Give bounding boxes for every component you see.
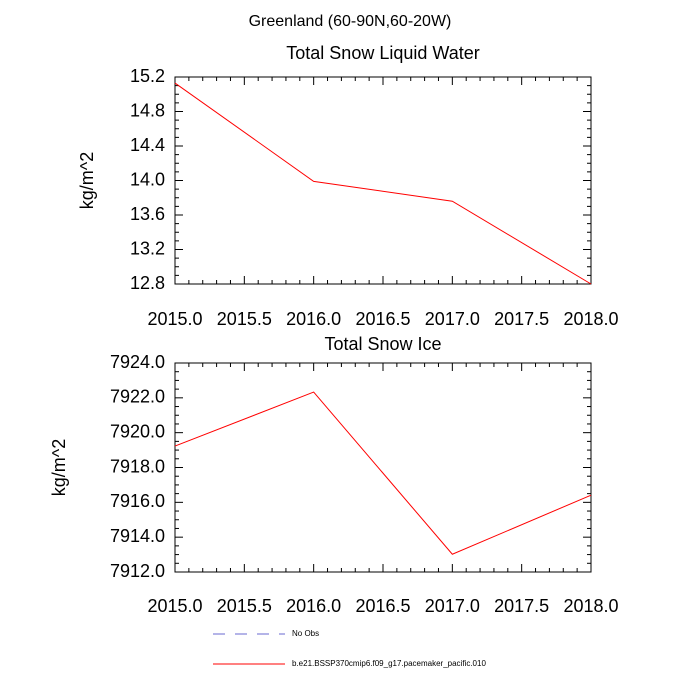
figure-title: Greenland (60-90N,60-20W) bbox=[249, 13, 452, 30]
plot-frame bbox=[174, 362, 592, 573]
y-tick-label: 14.4 bbox=[130, 135, 165, 155]
x-tick-label: 2017.0 bbox=[425, 309, 480, 329]
x-tick-label: 2018.0 bbox=[563, 309, 618, 329]
y-tick-label: 7912.0 bbox=[110, 561, 165, 581]
x-tick-label: 2017.5 bbox=[494, 596, 549, 616]
legend-label: No Obs bbox=[292, 629, 319, 638]
x-tick-label: 2018.0 bbox=[563, 596, 618, 616]
legend-label: b.e21.BSSP370cmip6.f09_g17.pacemaker_pac… bbox=[292, 659, 486, 668]
y-axis-label: kg/m^2 bbox=[49, 439, 69, 496]
y-tick-label: 7918.0 bbox=[110, 456, 165, 476]
x-tick-label: 2017.5 bbox=[494, 309, 549, 329]
y-tick-label: 7916.0 bbox=[110, 491, 165, 511]
y-tick-label: 7920.0 bbox=[110, 421, 165, 441]
y-axis-label: kg/m^2 bbox=[77, 152, 97, 209]
data-line bbox=[174, 82, 592, 285]
y-tick-label: 13.2 bbox=[130, 238, 165, 258]
panel-title: Total Snow Liquid Water bbox=[286, 43, 479, 63]
y-tick-label: 7924.0 bbox=[110, 352, 165, 372]
y-tick-label: 14.8 bbox=[130, 100, 165, 120]
x-tick-label: 2016.5 bbox=[355, 596, 410, 616]
y-tick-label: 12.8 bbox=[130, 273, 165, 293]
x-tick-label: 2016.0 bbox=[286, 309, 341, 329]
y-tick-label: 7922.0 bbox=[110, 387, 165, 407]
x-tick-label: 2015.0 bbox=[147, 309, 202, 329]
x-tick-label: 2015.5 bbox=[217, 309, 272, 329]
y-tick-label: 15.2 bbox=[130, 66, 165, 86]
x-tick-label: 2016.5 bbox=[355, 309, 410, 329]
x-tick-label: 2017.0 bbox=[425, 596, 480, 616]
y-tick-label: 7914.0 bbox=[110, 526, 165, 546]
x-tick-label: 2016.0 bbox=[286, 596, 341, 616]
panel-title: Total Snow Ice bbox=[324, 334, 441, 354]
y-tick-label: 14.0 bbox=[130, 169, 165, 189]
plot-frame bbox=[174, 76, 592, 285]
data-line bbox=[174, 391, 592, 555]
x-tick-label: 2015.5 bbox=[217, 596, 272, 616]
y-tick-label: 13.6 bbox=[130, 204, 165, 224]
x-tick-label: 2015.0 bbox=[147, 596, 202, 616]
